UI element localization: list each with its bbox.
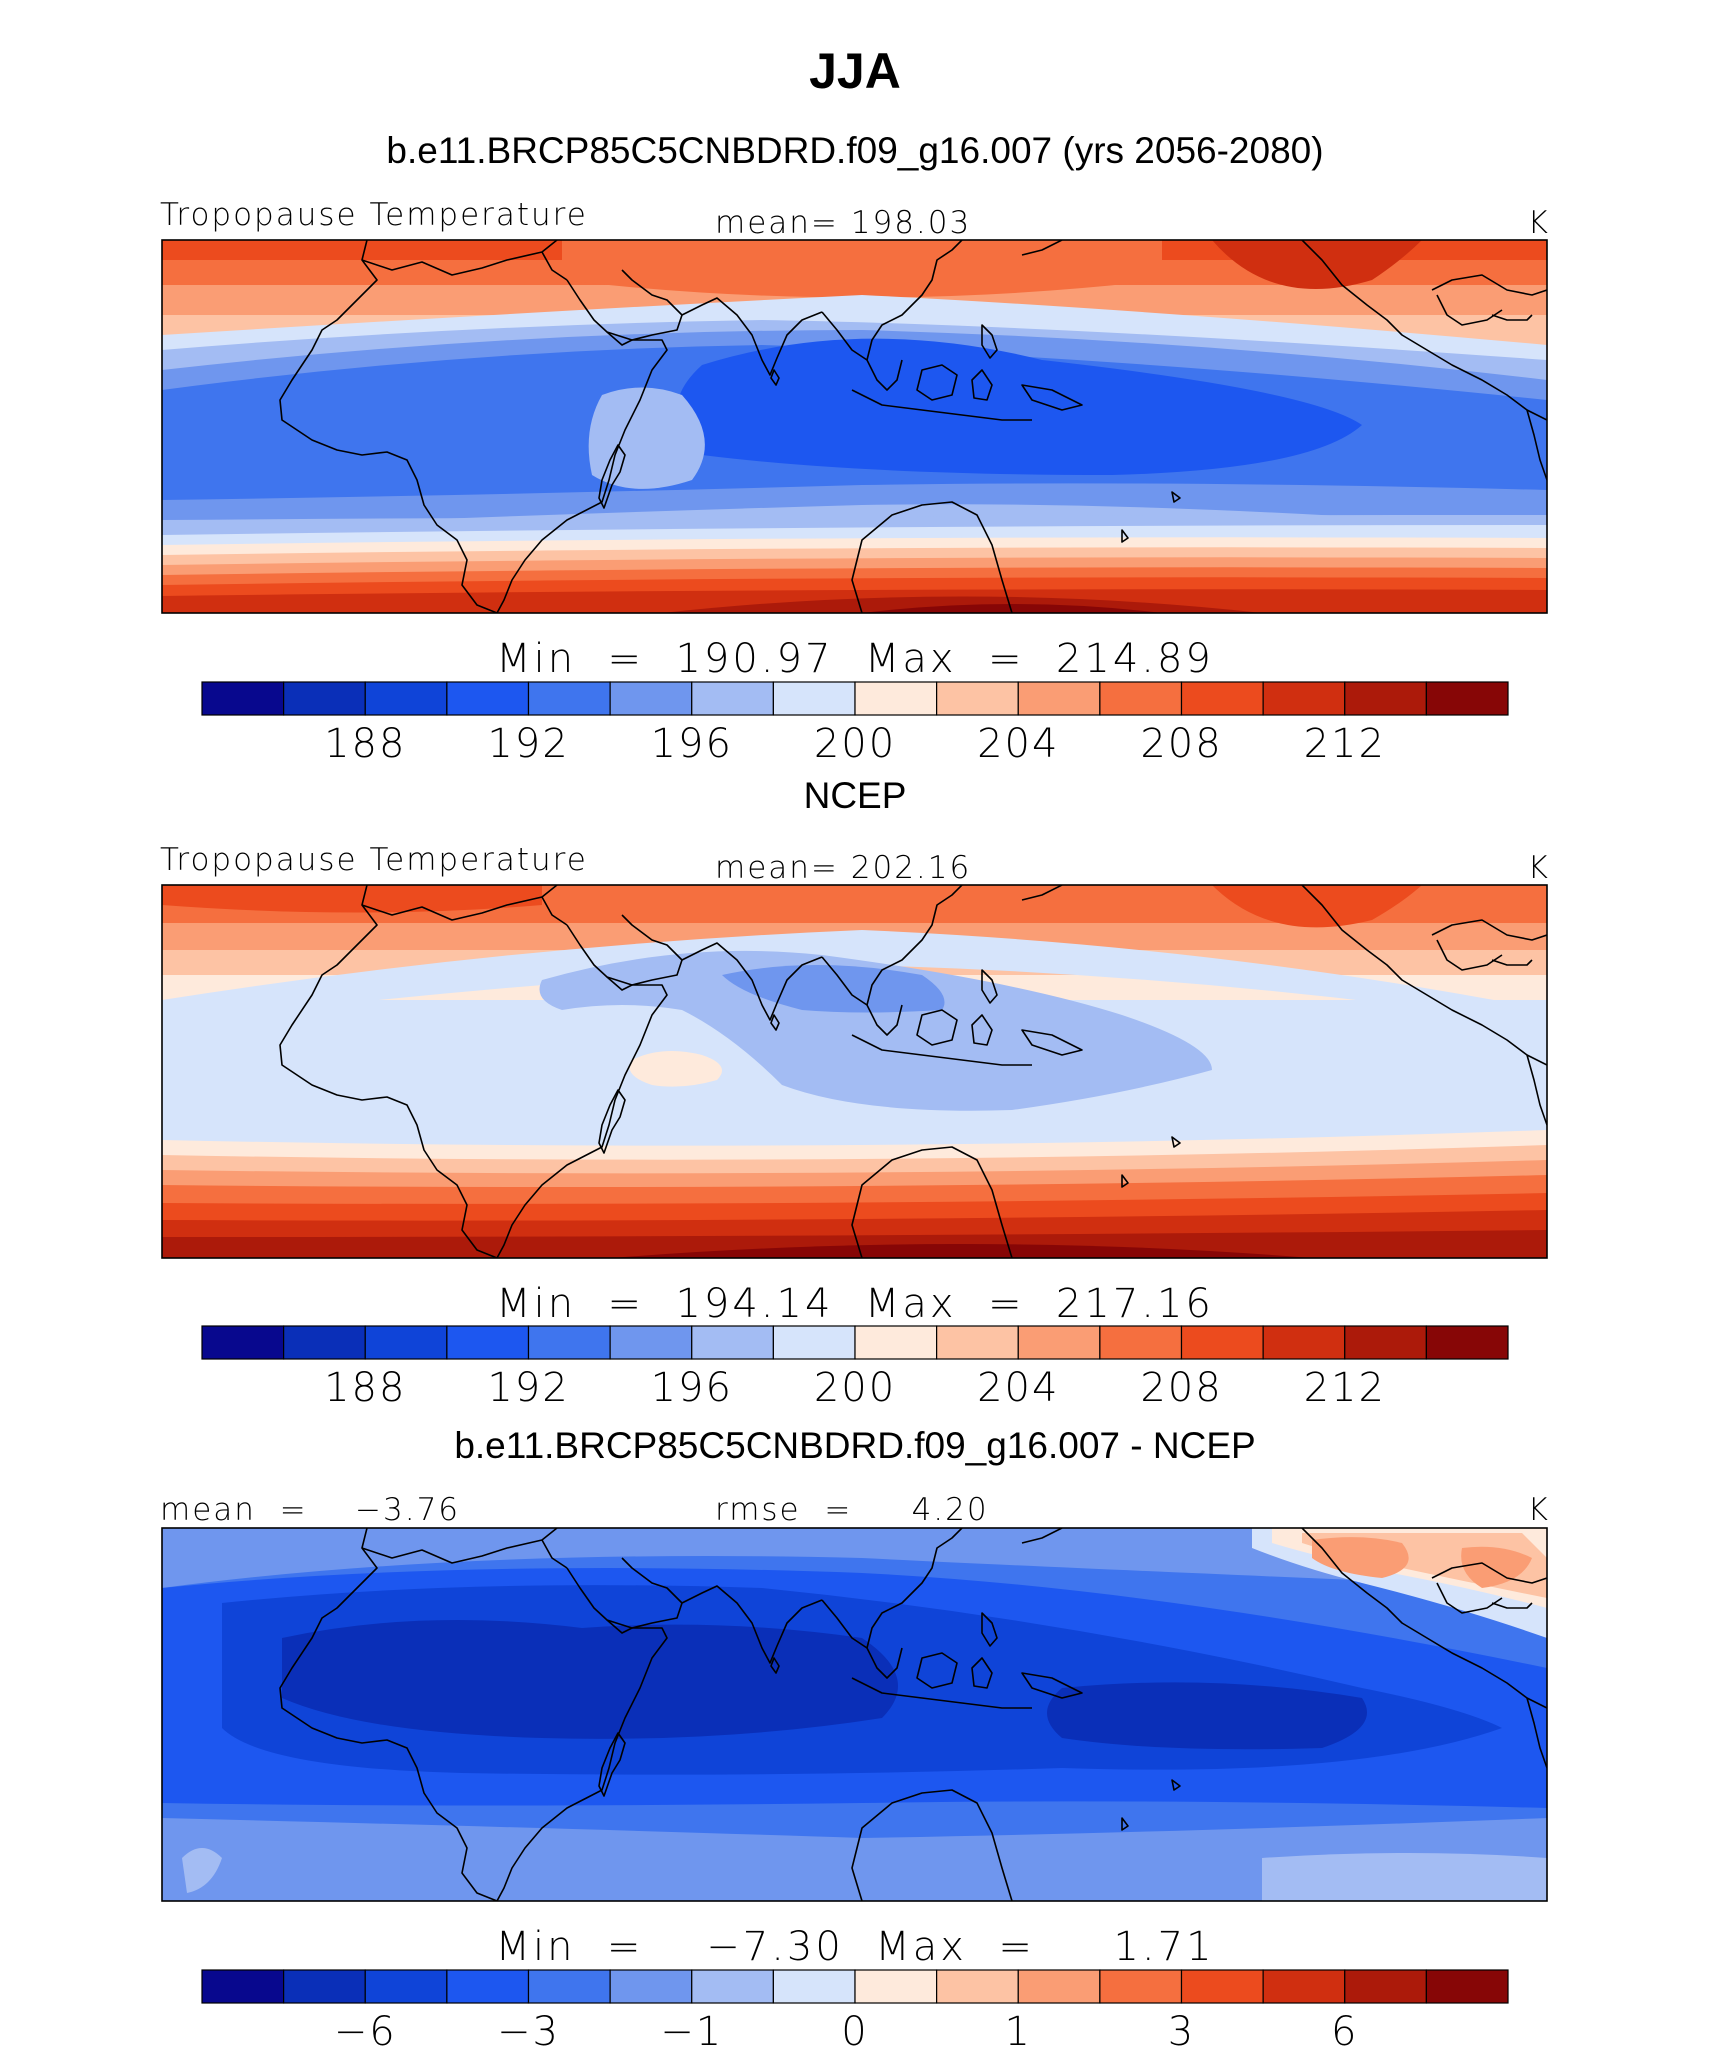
colorbar: 188 192 196 200 204 208 212	[201, 681, 1509, 767]
colorbar-tick-label: 188	[324, 1365, 406, 1411]
map-panel	[161, 884, 1548, 1259]
colorbar-swatch	[201, 1325, 285, 1360]
colorbar-tick-label: 200	[814, 1365, 896, 1411]
colorbar-swatch	[1180, 1969, 1264, 2004]
colorbar-swatch	[201, 1969, 285, 2004]
units-label: K	[1528, 1492, 1548, 1528]
colorbar-tick-label: 208	[1140, 721, 1222, 767]
colorbar-swatch	[854, 1325, 938, 1360]
colorbar-swatch	[446, 1325, 530, 1360]
variable-label: Tropopause Temperature	[160, 197, 588, 233]
colorbar-tick-label: 196	[651, 721, 733, 767]
panel-title: b.e11.BRCP85C5CNBDRD.f09_g16.007 (yrs 20…	[386, 130, 1323, 171]
colorbar-swatch	[854, 681, 938, 716]
minmax-label: Min = 194.14 Max = 217.16	[496, 1281, 1214, 1327]
units-label: K	[1528, 205, 1548, 241]
map-panel	[161, 1527, 1548, 1902]
colorbar-tick-label: −3	[497, 2009, 560, 2055]
mean-label: mean = −3.76	[160, 1492, 460, 1528]
colorbar-swatch	[691, 1325, 774, 1360]
colorbar: 188 192 196 200 204 208 212	[201, 1325, 1509, 1411]
figure-title: JJA	[809, 43, 901, 99]
colorbar-tick-label: 0	[841, 2009, 868, 2055]
colorbar-swatch	[1180, 1325, 1264, 1360]
colorbar-swatch	[1099, 1969, 1183, 2004]
colorbar-tick-label: 212	[1304, 1365, 1386, 1411]
colorbar-swatch	[1180, 681, 1264, 716]
colorbar-swatch	[364, 681, 448, 716]
variable-label: Tropopause Temperature	[160, 842, 588, 878]
colorbar-tick-label: 192	[487, 721, 569, 767]
colorbar-tick-label: 204	[977, 721, 1059, 767]
colorbar-swatch	[1017, 1325, 1101, 1360]
colorbar-swatch	[1017, 1969, 1101, 2004]
colorbar-swatch	[609, 1325, 693, 1360]
units-label: K	[1528, 850, 1548, 886]
colorbar-tick-label: −1	[660, 2009, 723, 2055]
colorbar-tick-label: 196	[651, 1365, 733, 1411]
colorbar-swatch	[609, 681, 693, 716]
colorbar-swatch	[772, 1969, 856, 2004]
colorbar-swatch	[772, 1325, 856, 1360]
colorbar-tick-label: 1	[1005, 2009, 1032, 2055]
rmse-label: rmse = 4.20	[715, 1492, 989, 1528]
colorbar-swatch	[1344, 681, 1427, 716]
mean-label: mean= 202.16	[715, 850, 971, 886]
colorbar-tick-label: 188	[324, 721, 406, 767]
colorbar-swatch	[283, 1969, 366, 2004]
colorbar-tick-label: 204	[977, 1365, 1059, 1411]
colorbar-swatch	[201, 681, 285, 716]
minmax-label: Min = 190.97 Max = 214.89	[496, 636, 1214, 682]
colorbar-tick-label: 200	[814, 721, 896, 767]
panel-title: NCEP	[804, 775, 907, 816]
colorbar-swatch	[446, 681, 530, 716]
minmax-label: Min = −7.30 Max = 1.71	[495, 1924, 1214, 1970]
colorbar-swatch	[936, 1325, 1019, 1360]
colorbar-swatch	[854, 1969, 938, 2004]
colorbar-swatch	[283, 1325, 366, 1360]
panel-title: b.e11.BRCP85C5CNBDRD.f09_g16.007 - NCEP	[454, 1425, 1255, 1466]
panel-ncep: NCEP Tropopause Temperature mean= 202.16…	[160, 775, 1548, 1411]
colorbar-swatch	[1017, 681, 1101, 716]
colorbar-swatch	[772, 681, 856, 716]
colorbar-tick-label: −6	[334, 2009, 397, 2055]
colorbar-swatch	[1262, 681, 1346, 716]
panel-model: b.e11.BRCP85C5CNBDRD.f09_g16.007 (yrs 20…	[160, 130, 1548, 767]
colorbar-swatch	[364, 1325, 448, 1360]
colorbar-swatch	[446, 1969, 530, 2004]
colorbar-swatch	[1262, 1969, 1346, 2004]
colorbar-swatch	[527, 681, 611, 716]
colorbar-swatch	[1099, 681, 1183, 716]
colorbar-tick-label: 3	[1168, 2009, 1195, 2055]
colorbar-swatch	[936, 1969, 1019, 2004]
colorbar-swatch	[283, 681, 366, 716]
colorbar-swatch	[527, 1325, 611, 1360]
colorbar-swatch	[1344, 1969, 1427, 2004]
colorbar-swatch	[1425, 1969, 1509, 2004]
colorbar-swatch	[936, 681, 1019, 716]
colorbar-swatch	[1262, 1325, 1346, 1360]
colorbar-tick-label: 6	[1331, 2009, 1358, 2055]
colorbar-swatch	[1425, 1325, 1509, 1360]
colorbar-tick-label: 192	[487, 1365, 569, 1411]
colorbar: −6 −3 −1 0 1 3 6	[201, 1969, 1509, 2055]
map-panel	[161, 239, 1548, 614]
colorbar-tick-label: 208	[1140, 1365, 1222, 1411]
colorbar-swatch	[527, 1969, 611, 2004]
colorbar-swatch	[691, 681, 774, 716]
panel-difference: b.e11.BRCP85C5CNBDRD.f09_g16.007 - NCEP …	[160, 1425, 1548, 2055]
colorbar-swatch	[364, 1969, 448, 2004]
colorbar-swatch	[1425, 681, 1509, 716]
colorbar-swatch	[691, 1969, 774, 2004]
colorbar-swatch	[1099, 1325, 1183, 1360]
mean-label: mean= 198.03	[715, 205, 971, 241]
colorbar-swatch	[1344, 1325, 1427, 1360]
colorbar-swatch	[609, 1969, 693, 2004]
colorbar-tick-label: 212	[1304, 721, 1386, 767]
